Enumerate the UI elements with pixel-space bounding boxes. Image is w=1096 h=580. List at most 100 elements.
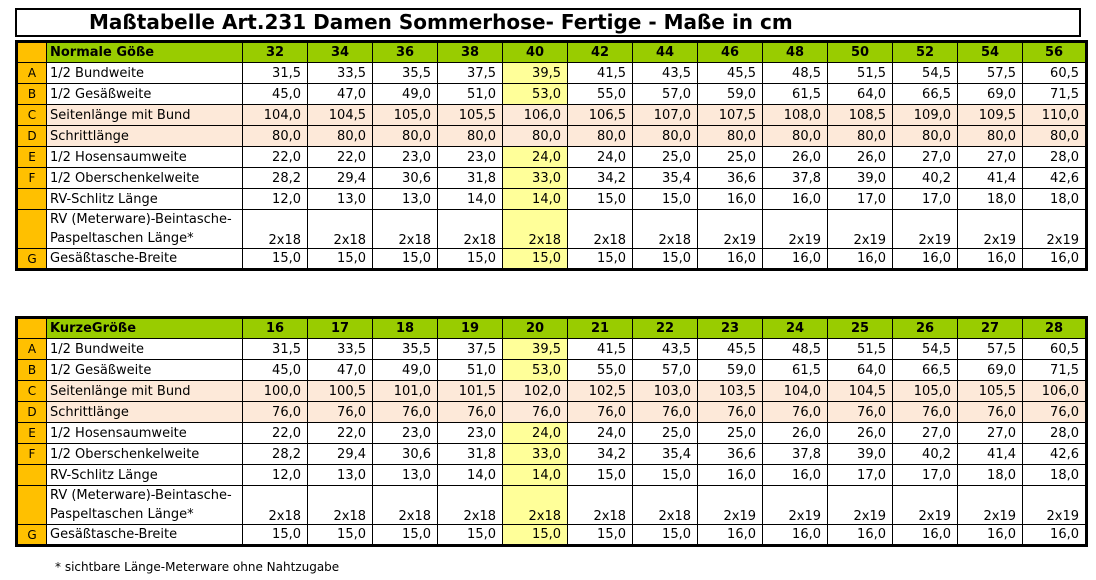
table-cell: 53,0	[502, 359, 568, 381]
row-label: 1/2 Hosensaumweite	[46, 146, 243, 168]
row-label: RV (Meterware)-Beintasche- Paspeltaschen…	[46, 209, 243, 249]
table-cell: 35,5	[372, 338, 438, 360]
table-cell: 2x19	[827, 485, 893, 525]
table-cell: 69,0	[957, 83, 1023, 105]
table-cell: 39,0	[827, 167, 893, 189]
table-cell: 106,5	[567, 104, 633, 126]
row-letter: F	[15, 443, 47, 465]
table-cell: 105,0	[372, 104, 438, 126]
table-cell: 15,0	[632, 524, 698, 547]
table-cell: 2x18	[632, 209, 698, 249]
table-cell: 13,0	[307, 464, 373, 486]
table-cell: 31,8	[437, 167, 503, 189]
row-letter: D	[15, 401, 47, 423]
table-row: A 1/2 Bundweite 31,5 33,5 35,5 37,5 39,5 41,5 43…	[15, 62, 1088, 84]
table-cell: 76,0	[502, 401, 568, 423]
table-cell: 47,0	[307, 359, 373, 381]
table-cell: 15,0	[567, 248, 633, 271]
size-header: 46	[697, 40, 763, 63]
table-cell: 31,8	[437, 443, 503, 465]
row-label: 1/2 Oberschenkelweite	[46, 443, 243, 465]
table-cell: 15,0	[632, 464, 698, 486]
table-cell: 16,0	[827, 248, 893, 271]
table-cell: 36,6	[697, 167, 763, 189]
table-cell: 40,2	[892, 167, 958, 189]
table-cell: 16,0	[762, 464, 828, 486]
page-title: Maßtabelle Art.231 Damen Sommerhose- Fer…	[15, 8, 1081, 37]
table-cell: 59,0	[697, 359, 763, 381]
table-cell: 100,5	[307, 380, 373, 402]
letter-header-cell	[15, 40, 47, 63]
row-label: RV-Schlitz Länge	[46, 464, 243, 486]
table-header-row: KurzeGröße 16 17 18 19 20 21 22 23 24 25 26 27 28	[15, 316, 1088, 339]
table-cell: 14,0	[502, 188, 568, 210]
table-cell: 106,0	[1022, 380, 1088, 402]
size-header: 17	[307, 316, 373, 339]
table-header-row: Normale Göße 32 34 36 38 40 42 44 46 48 50 52 54 56	[15, 40, 1088, 63]
table-cell: 31,5	[242, 62, 308, 84]
size-header: 25	[827, 316, 893, 339]
row-label: 1/2 Bundweite	[46, 338, 243, 360]
table-cell: 51,0	[437, 83, 503, 105]
table-cell: 2x18	[632, 485, 698, 525]
table-cell: 2x18	[567, 485, 633, 525]
table-cell: 36,6	[697, 443, 763, 465]
table-cell: 76,0	[892, 401, 958, 423]
table-cell: 51,0	[437, 359, 503, 381]
table-row: G Gesäßtasche-Breite 15,0 15,0 15,0 15,0 15,0 1…	[15, 248, 1088, 271]
table-row: G Gesäßtasche-Breite 15,0 15,0 15,0 15,0 15,0 1…	[15, 524, 1088, 547]
table-cell: 12,0	[242, 464, 308, 486]
table-cell: 28,0	[1022, 146, 1088, 168]
table-cell: 42,6	[1022, 167, 1088, 189]
table-cell: 107,0	[632, 104, 698, 126]
table-cell: 104,5	[827, 380, 893, 402]
table-cell: 15,0	[437, 248, 503, 271]
table-cell: 102,5	[567, 380, 633, 402]
table-cell: 80,0	[827, 125, 893, 147]
table-cell: 64,0	[827, 359, 893, 381]
table-cell: 80,0	[892, 125, 958, 147]
table-cell: 107,5	[697, 104, 763, 126]
table-row: RV (Meterware)-Beintasche- Paspeltaschen…	[15, 209, 1088, 249]
table-cell: 108,0	[762, 104, 828, 126]
table-cell: 43,5	[632, 338, 698, 360]
table-cell: 2x18	[307, 209, 373, 249]
table-cell: 22,0	[307, 146, 373, 168]
table-cell: 25,0	[632, 146, 698, 168]
table-cell: 15,0	[372, 524, 438, 547]
row-label: Seitenlänge mit Bund	[46, 104, 243, 126]
table-cell: 22,0	[307, 422, 373, 444]
table-cell: 2x18	[437, 485, 503, 525]
table-cell: 55,0	[567, 83, 633, 105]
table-cell: 22,0	[242, 146, 308, 168]
table-cell: 80,0	[1022, 125, 1088, 147]
table-cell: 2x18	[242, 485, 308, 525]
table-row: D Schrittlänge 76,0 76,0 76,0 76,0 76,0 76,0 76,…	[15, 401, 1088, 423]
letter-header-cell	[15, 316, 47, 339]
table-cell: 16,0	[697, 464, 763, 486]
table-cell: 2x19	[697, 485, 763, 525]
table-cell: 16,0	[762, 524, 828, 547]
table-cell: 2x19	[957, 209, 1023, 249]
table-cell: 17,0	[892, 188, 958, 210]
row-letter	[15, 188, 47, 210]
table-cell: 76,0	[242, 401, 308, 423]
table-cell: 37,5	[437, 338, 503, 360]
row-letter: G	[15, 524, 47, 547]
size-header: 16	[242, 316, 308, 339]
table-cell: 76,0	[827, 401, 893, 423]
row-label: Seitenlänge mit Bund	[46, 380, 243, 402]
table-cell: 80,0	[242, 125, 308, 147]
table-cell: 66,5	[892, 359, 958, 381]
table-cell: 2x18	[372, 485, 438, 525]
table-cell: 26,0	[827, 422, 893, 444]
size-header: 48	[762, 40, 828, 63]
row-letter	[15, 464, 47, 486]
table-cell: 13,0	[307, 188, 373, 210]
table-cell: 23,0	[372, 422, 438, 444]
table-cell: 13,0	[372, 188, 438, 210]
table-cell: 16,0	[957, 248, 1023, 271]
row-letter: E	[15, 422, 47, 444]
table-cell: 101,0	[372, 380, 438, 402]
table-cell: 57,5	[957, 338, 1023, 360]
